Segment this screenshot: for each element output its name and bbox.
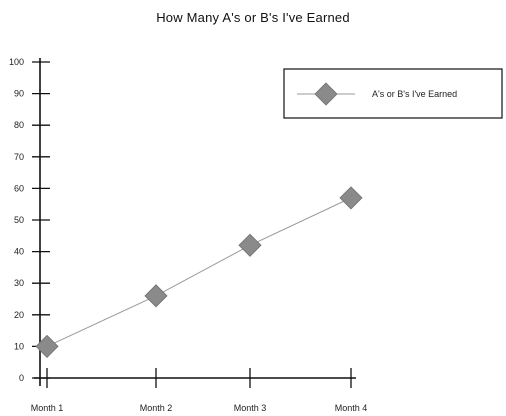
series-line — [46, 197, 352, 347]
series-group — [35, 186, 363, 358]
x-axis-ticks: Month 1 Month 2 Month 3 Month 4 — [31, 368, 368, 413]
data-point-diamond — [144, 284, 168, 308]
x-tick-label: Month 3 — [234, 403, 267, 413]
y-axis-ticks: 0 10 20 30 40 50 60 70 80 90 100 — [9, 57, 50, 383]
y-tick-label: 70 — [14, 152, 24, 162]
y-tick-label: 60 — [14, 183, 24, 193]
chart-title: How Many A's or B's I've Earned — [156, 10, 350, 25]
legend-label: A's or B's I've Earned — [372, 89, 457, 99]
y-tick-label: 90 — [14, 89, 24, 99]
x-tick-label: Month 1 — [31, 403, 64, 413]
y-tick-label: 20 — [14, 310, 24, 320]
legend: A's or B's I've Earned — [283, 68, 503, 119]
data-point-diamond — [238, 233, 262, 257]
y-tick-label: 80 — [14, 120, 24, 130]
y-tick-label: 50 — [14, 215, 24, 225]
x-tick-label: Month 2 — [140, 403, 173, 413]
data-point-diamond — [35, 334, 59, 358]
legend-marker-diamond — [314, 82, 338, 106]
x-tick-label: Month 4 — [335, 403, 368, 413]
y-tick-label: 0 — [19, 373, 24, 383]
y-tick-label: 10 — [14, 341, 24, 351]
data-point-diamond — [339, 186, 363, 210]
y-tick-label: 100 — [9, 57, 24, 67]
chart-axes — [34, 58, 356, 386]
y-tick-label: 40 — [14, 247, 24, 257]
y-tick-label: 30 — [14, 278, 24, 288]
